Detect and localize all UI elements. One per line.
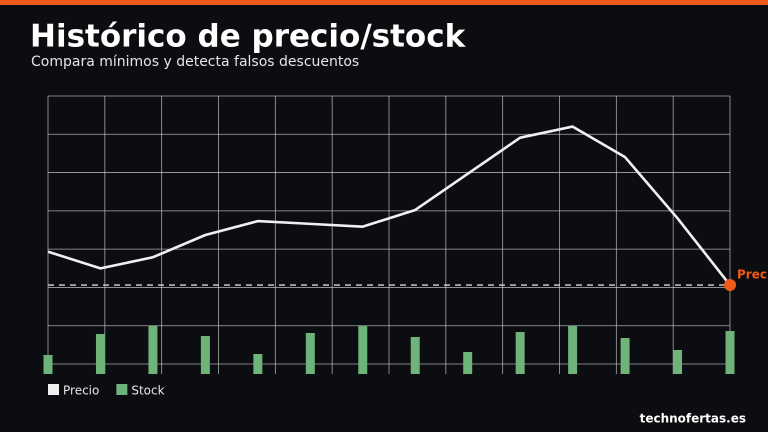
stock-bar: [95, 334, 105, 374]
stock-bar: [515, 332, 525, 374]
stock-bar: [148, 326, 158, 374]
chart-subtitle: Compara mínimos y detecta falsos descuen…: [31, 54, 359, 70]
legend-swatch: [116, 384, 128, 395]
price-line: [47, 125, 732, 286]
stock-bar: [253, 354, 263, 374]
footer: technofertas.es: [640, 412, 746, 426]
stock-bar: [200, 336, 210, 374]
stock-bar: [305, 333, 315, 374]
reference-label: Prec: [737, 268, 767, 282]
chart-title: Histórico de precio/stock: [30, 19, 467, 55]
price-end-dot: [724, 279, 736, 292]
stock-bar: [620, 338, 630, 374]
stock-bar: [410, 337, 420, 374]
legend-swatch: [48, 384, 59, 395]
stock-bar: [358, 326, 368, 374]
stock-bar: [43, 355, 53, 374]
stock-bar: [725, 331, 735, 374]
legend-label: Precio: [63, 384, 99, 398]
stock-bar: [673, 350, 683, 374]
legend-label: Stock: [131, 384, 164, 398]
stock-bar: [463, 352, 473, 374]
stock-bar: [568, 326, 578, 374]
top-bar: [0, 0, 768, 5]
